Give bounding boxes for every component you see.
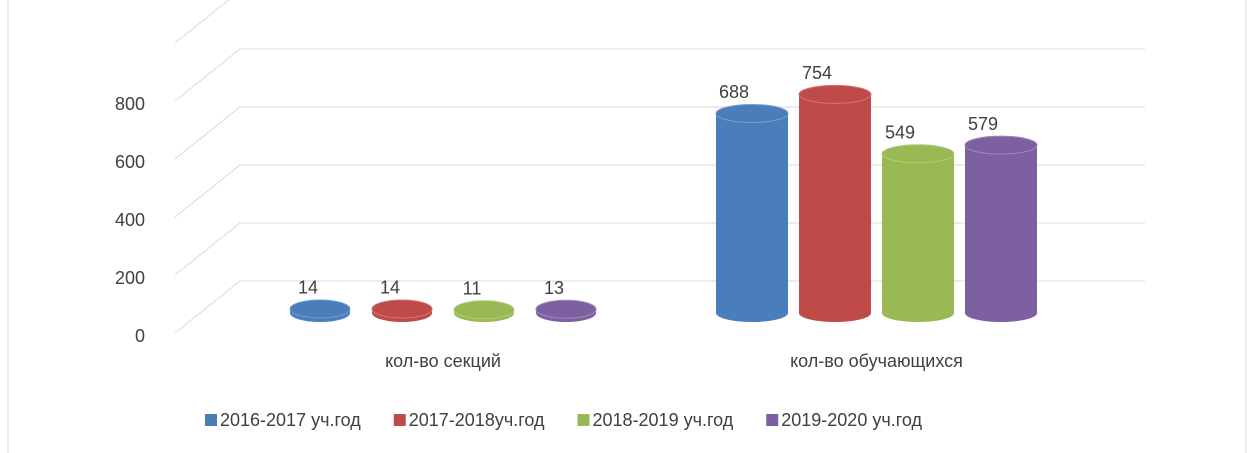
bar (798, 84, 872, 322)
data-label: 549 (885, 123, 915, 143)
data-label: 14 (380, 278, 400, 298)
bar-top (289, 299, 351, 319)
legend-swatch (766, 414, 779, 426)
data-label: 11 (463, 279, 482, 299)
y-tick-label: 800 (115, 94, 145, 114)
data-label: 579 (968, 114, 998, 134)
bar-body (716, 113, 788, 322)
x-tick-label: кол-во обучающихся (790, 351, 963, 371)
legend-label: 2016-2017 уч.год (220, 410, 361, 430)
bar (881, 144, 955, 322)
y-tick-label: 600 (115, 152, 145, 172)
chart-frame (7, 0, 1247, 453)
y-tick-label: 200 (115, 268, 145, 288)
legend-swatch (393, 414, 406, 426)
grid-line (174, 0, 230, 44)
grid-line (174, 48, 1145, 102)
legend-label: 2019-2020 уч.год (781, 410, 922, 430)
legend-label: 2018-2019 уч.год (593, 410, 734, 430)
bar-top (964, 135, 1038, 155)
data-label: 754 (802, 63, 832, 83)
bar (453, 300, 515, 322)
bar (964, 135, 1038, 322)
bar-top (453, 300, 515, 320)
legend-swatch (577, 414, 590, 426)
bar-body (882, 153, 954, 322)
bar-body (799, 94, 871, 322)
x-tick-label: кол-во секций (385, 351, 501, 371)
legend-swatch (205, 414, 217, 426)
bar-top (881, 144, 955, 164)
y-tick-label: 0 (135, 326, 145, 346)
bar-top (535, 299, 597, 319)
bar-body (965, 145, 1037, 322)
bar-top (798, 84, 872, 104)
y-tick-label: 400 (115, 210, 145, 230)
data-label: 688 (719, 82, 749, 102)
bar-top (371, 299, 433, 319)
data-label: 13 (544, 278, 564, 298)
bar (715, 103, 789, 322)
bar (289, 299, 351, 322)
bar (535, 299, 597, 322)
legend-label: 2017-2018уч.год (409, 410, 545, 430)
data-label: 14 (298, 278, 318, 298)
bar-top (715, 103, 789, 123)
bar (371, 299, 433, 322)
